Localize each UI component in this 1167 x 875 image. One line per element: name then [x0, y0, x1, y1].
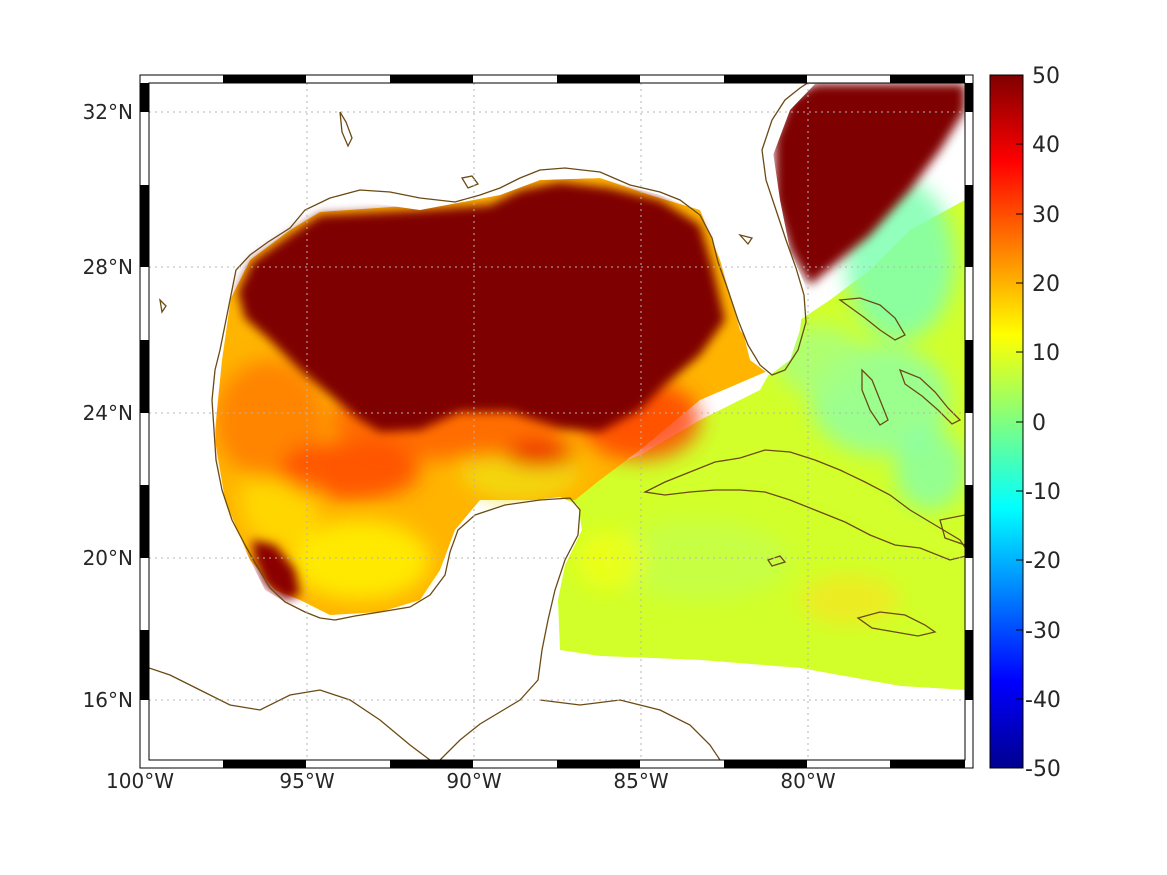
frame-segment-right [965, 340, 973, 413]
colorbar-ticks [1016, 143, 1023, 700]
mexico-west-land [149, 230, 325, 670]
lon-label: 80°W [780, 769, 835, 793]
island-coastline [339, 111, 353, 148]
honduras-coastline [539, 699, 721, 760]
orange-patch [215, 360, 325, 480]
gulf-saturated-core [238, 182, 725, 432]
lat-label: 24°N [83, 401, 133, 425]
colorbar-tick-label: 20 [1032, 272, 1060, 297]
frame-segment-left [140, 630, 149, 700]
frame-segment-top [390, 75, 473, 83]
frame-segment-right [965, 630, 973, 700]
frame-segment-right [965, 83, 973, 112]
lon-label: 100°W [106, 769, 174, 793]
frame-segment-top [223, 75, 306, 83]
lon-label: 85°W [613, 769, 668, 793]
frame-segment-bottom [390, 760, 473, 768]
map-frame [139, 74, 974, 769]
colorbar-tick-label: -10 [1025, 480, 1061, 505]
colorbar-labels: 50 40 30 20 10 0 -10 -20 -30 -40 -50 [1025, 64, 1061, 782]
cuba-land [645, 448, 965, 560]
colorbar: 50 40 30 20 10 0 -10 -20 -30 -40 -50 [989, 64, 1061, 782]
data-field [149, 84, 965, 760]
jamaica-coastline [856, 611, 937, 637]
longitude-labels: 100°W 95°W 90°W 85°W 80°W [106, 769, 836, 793]
red-patch [505, 443, 575, 467]
colorbar-tick-label: 40 [1032, 133, 1060, 158]
frame-segment-bottom [557, 760, 640, 768]
hispaniola-coastline [939, 514, 965, 546]
lat-label: 16°N [83, 688, 133, 712]
yellow-patch [290, 520, 430, 600]
cyan-patch [895, 430, 965, 510]
yellow-patch [575, 530, 645, 590]
colorbar-tick-label: -40 [1025, 688, 1061, 713]
island-coastline [159, 298, 167, 314]
campeche-saturated [252, 540, 300, 600]
frame-segment-left [140, 185, 149, 267]
frame-segment-left [140, 485, 149, 558]
atlantic-saturated-core [775, 84, 965, 285]
lon-label: 95°W [279, 769, 334, 793]
cuba-coastline [642, 449, 965, 561]
lat-label: 20°N [83, 546, 133, 570]
bahamas-coastline [898, 368, 962, 425]
island-coastline [738, 233, 754, 246]
lon-label: 90°W [446, 769, 501, 793]
coastlines [149, 83, 965, 760]
bahamas-coastline [838, 297, 906, 341]
frame-segment-right [965, 185, 973, 267]
colorbar-tick-label: -20 [1025, 549, 1061, 574]
green-patch [775, 325, 865, 395]
lat-label: 32°N [83, 100, 133, 124]
frame-segment-right [965, 485, 973, 558]
yucatan-land [149, 497, 582, 760]
frame-segment-bottom [724, 760, 807, 768]
island-coastline [460, 175, 480, 189]
latitude-labels: 32°N 28°N 24°N 20°N 16°N [83, 100, 133, 712]
frame-segment-top [890, 75, 965, 83]
frame-segment-left [140, 340, 149, 413]
mexico-coastline [211, 369, 581, 760]
colorbar-tick-label: 0 [1032, 411, 1046, 436]
colorbar-tick-label: -30 [1025, 619, 1061, 644]
red-patch [280, 440, 420, 500]
colorbar-tick-label: 50 [1032, 64, 1060, 89]
caribbean-south-mask [540, 650, 965, 760]
colorbar-tick-label: -50 [1025, 757, 1061, 782]
colorbar-tick-label: 30 [1032, 203, 1060, 228]
frame-segment-bottom [223, 760, 306, 768]
florida-peninsula [720, 145, 805, 375]
gulf-coastline [214, 83, 809, 376]
grid-lines [149, 83, 965, 760]
island-coastline [766, 555, 787, 567]
frame-segment-bottom [890, 760, 965, 768]
lat-label: 28°N [83, 255, 133, 279]
yellow-patch [800, 575, 900, 625]
frame-segment-left [140, 83, 149, 112]
frame-segment-top [724, 75, 807, 83]
colorbar-tick-label: 10 [1032, 341, 1060, 366]
green-patch [610, 520, 790, 600]
frame-black-segments [140, 75, 973, 768]
central-america-coastline [149, 667, 431, 760]
frame-segment-top [557, 75, 640, 83]
florida-land [149, 84, 815, 230]
bahamas-coastline [861, 368, 889, 426]
